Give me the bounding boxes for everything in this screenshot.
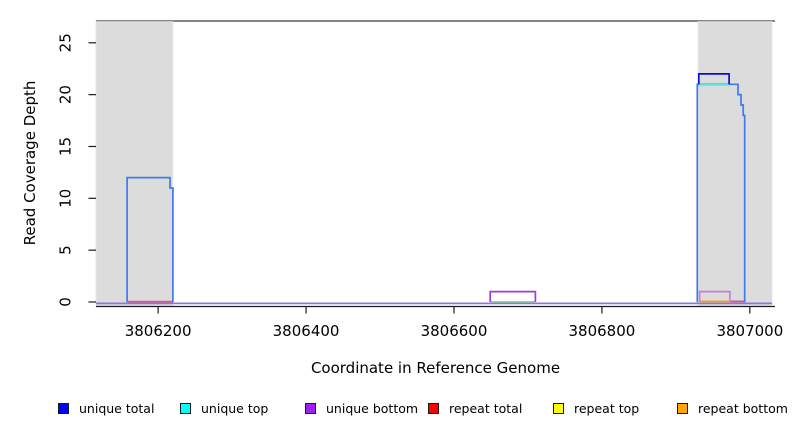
- x-tick-label: 3806400: [273, 322, 340, 340]
- right-repeat-region: [697, 21, 773, 307]
- unique-total-left-peak: [126, 176, 174, 302]
- x-tick-label: 3806600: [421, 322, 488, 340]
- x-tick-label: 3806200: [125, 322, 192, 340]
- x-axis-label: Coordinate in Reference Genome: [310, 359, 561, 377]
- left-repeat-region: [95, 21, 174, 307]
- x-tick-label: 3806800: [569, 322, 636, 340]
- x-tick-label: 3807000: [716, 322, 783, 340]
- y-tick-label: 0: [57, 297, 75, 307]
- y-tick-label: 15: [57, 137, 75, 156]
- unique-total-right-cap: [697, 73, 730, 85]
- unique-bottom-right-box: [698, 290, 731, 302]
- y-tick-label: 25: [57, 33, 75, 52]
- unique-bottom-mid-box: [489, 290, 537, 302]
- y-tick-label: 10: [57, 189, 75, 208]
- y-tick-label: 5: [57, 245, 75, 255]
- y-tick-label: 20: [57, 85, 75, 104]
- y-axis-label: Read Coverage Depth: [21, 80, 39, 246]
